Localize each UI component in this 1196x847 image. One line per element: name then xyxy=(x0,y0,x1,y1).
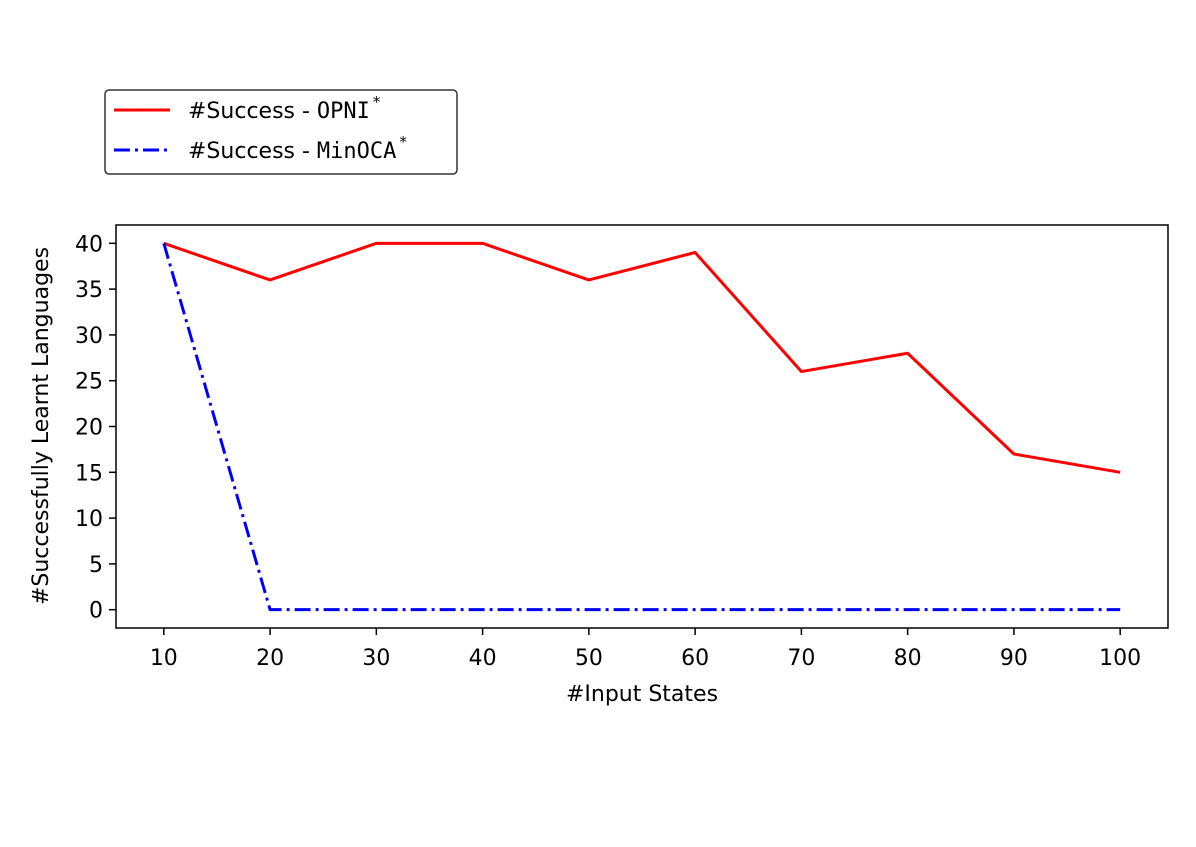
x-axis-label: #Input States xyxy=(566,682,718,707)
x-tick-label: 50 xyxy=(575,646,603,671)
x-tick-label: 60 xyxy=(681,646,709,671)
legend-label-opni: #Success - OPNI * xyxy=(188,93,381,124)
legend-prefix-minoca: #Success - xyxy=(188,139,317,164)
axis-ticks: 10 20 30 40 50 60 70 80 90 100 0 5 10 15 20 25 30 35 40 xyxy=(75,232,1141,671)
x-tick-label: 20 xyxy=(256,646,284,671)
x-tick-label: 40 xyxy=(469,646,497,671)
y-tick-label: 20 xyxy=(75,416,103,441)
x-tick-label: 90 xyxy=(1000,646,1028,671)
x-tick-label: 10 xyxy=(150,646,178,671)
legend: #Success - OPNI * #Success - MinOCA * xyxy=(104,89,458,175)
legend-sup-opni: * xyxy=(373,93,381,111)
legend-box xyxy=(104,89,458,175)
series-group xyxy=(162,241,1121,612)
y-tick-label: 10 xyxy=(75,507,103,532)
legend-prefix-opni: #Success - xyxy=(188,99,317,124)
y-tick-label: 0 xyxy=(89,599,103,624)
y-tick-label: 35 xyxy=(75,278,103,303)
plot-area xyxy=(115,224,1169,629)
y-tick-label: 30 xyxy=(75,324,103,349)
x-tick-label: 30 xyxy=(362,646,390,671)
legend-method-opni: OPNI xyxy=(317,99,370,124)
y-tick-label: 15 xyxy=(75,461,103,486)
y-axis-label: #Successfully Learnt Languages xyxy=(29,247,54,605)
y-tick-label: 40 xyxy=(75,232,103,257)
legend-method-minoca: MinOCA xyxy=(317,139,396,164)
series-line-opni xyxy=(163,241,1121,474)
y-tick-label: 25 xyxy=(75,370,103,395)
series-line-minoca xyxy=(162,242,1121,612)
x-tick-label: 70 xyxy=(787,646,815,671)
x-tick-label: 80 xyxy=(894,646,922,671)
x-tick-label: 100 xyxy=(1099,646,1141,671)
y-tick-label: 5 xyxy=(89,553,103,578)
legend-label-minoca: #Success - MinOCA * xyxy=(188,133,407,164)
legend-sup-minoca: * xyxy=(399,133,407,151)
